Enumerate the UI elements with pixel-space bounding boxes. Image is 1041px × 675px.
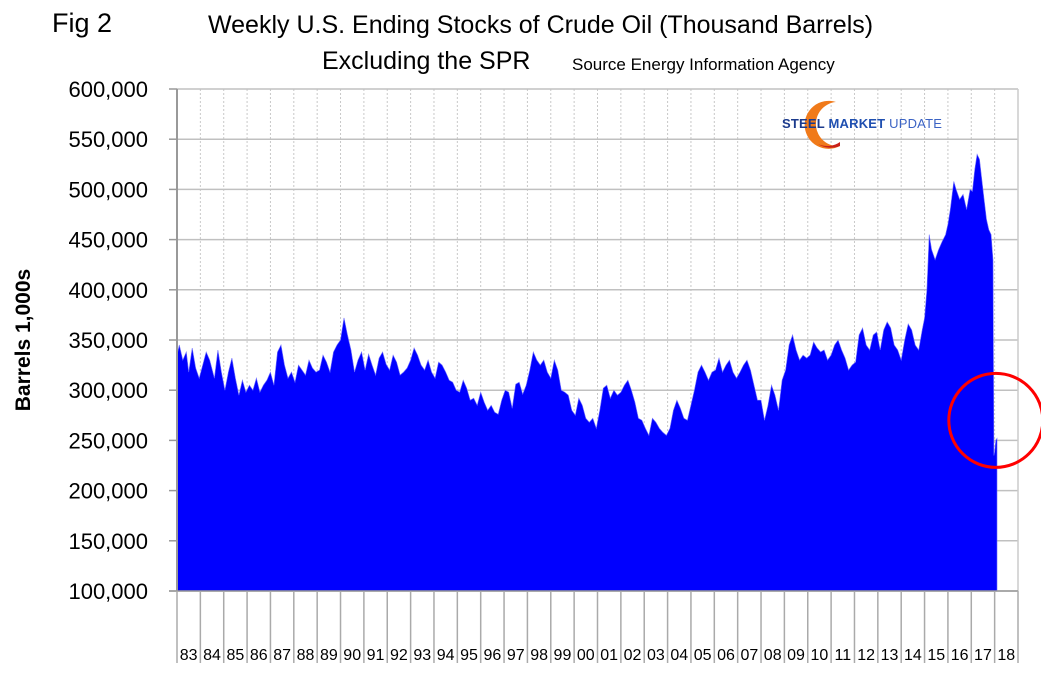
- y-tick-label: 200,000: [68, 479, 148, 504]
- x-tick-label: 10: [811, 647, 829, 664]
- x-tick-label: 17: [974, 647, 992, 664]
- x-tick-label: 87: [273, 647, 291, 664]
- x-tick-label: 01: [600, 647, 618, 664]
- x-tick-label: 07: [740, 647, 758, 664]
- y-tick-label: 300,000: [68, 378, 148, 403]
- x-tick-label: 93: [413, 647, 431, 664]
- x-tick-label: 84: [203, 647, 221, 664]
- x-tick-label: 03: [647, 647, 665, 664]
- x-ticks: 83 84 85 86 87 88 89 90 91 92 93 94 95 96 97 98 99 00 01 02…: [176, 591, 1019, 664]
- x-tick-label: 14: [904, 647, 922, 664]
- y-tick-label: 600,000: [68, 77, 148, 102]
- x-tick-label: 90: [343, 647, 361, 664]
- x-tick-label: 05: [694, 647, 712, 664]
- x-tick-label: 00: [577, 647, 595, 664]
- logo-word-market: MARKET: [828, 116, 886, 131]
- x-tick-label: 88: [297, 647, 315, 664]
- chart-source: Source Energy Information Agency: [572, 55, 835, 74]
- x-tick-label: 98: [530, 647, 548, 664]
- x-tick-label: 13: [881, 647, 899, 664]
- x-tick-label: 92: [390, 647, 408, 664]
- x-tick-label: 06: [717, 647, 735, 664]
- x-tick-label: 02: [624, 647, 642, 664]
- x-tick-label: 09: [787, 647, 805, 664]
- x-tick-label: 89: [320, 647, 338, 664]
- y-tick-label: 250,000: [68, 428, 148, 453]
- x-tick-label: 95: [460, 647, 478, 664]
- y-tick-label: 550,000: [68, 127, 148, 152]
- x-tick-label: 86: [250, 647, 268, 664]
- y-tick-label: 150,000: [68, 529, 148, 554]
- x-tick-label: 16: [951, 647, 969, 664]
- x-tick-label: 99: [554, 647, 572, 664]
- y-ticks: 100,000 150,000 200,000 250,000 300,000 350,0…: [68, 77, 177, 604]
- stocks-area: [176, 153, 998, 592]
- logo-text: STEEL MARKET UPDATE: [782, 116, 942, 131]
- x-tick-label: 11: [834, 647, 851, 664]
- y-tick-label: 350,000: [68, 328, 148, 353]
- y-tick-label: 100,000: [68, 579, 148, 604]
- x-tick-label: 97: [507, 647, 525, 664]
- logo-word-steel: STEEL: [782, 116, 825, 131]
- x-tick-label: 85: [227, 647, 245, 664]
- x-tick-label: 96: [483, 647, 501, 664]
- steel-market-update-logo: STEEL MARKET UPDATE: [778, 98, 948, 150]
- y-tick-label: 500,000: [68, 177, 148, 202]
- x-tick-label: 04: [670, 647, 688, 664]
- y-tick-label: 450,000: [68, 228, 148, 253]
- chart-title: Weekly U.S. Ending Stocks of Crude Oil (…: [208, 11, 874, 39]
- logo-swoosh-icon: [804, 100, 840, 149]
- chart-subtitle: Excluding the SPR: [322, 47, 531, 75]
- logo-word-update: UPDATE: [889, 116, 943, 131]
- x-tick-label: 18: [997, 647, 1015, 664]
- x-tick-label: 94: [437, 647, 455, 664]
- x-tick-label: 15: [927, 647, 945, 664]
- x-tick-label: 12: [857, 647, 875, 664]
- figure-label: Fig 2: [52, 8, 113, 38]
- x-tick-label: 91: [367, 647, 385, 664]
- x-tick-label: 08: [764, 647, 782, 664]
- x-tick-label: 83: [180, 647, 198, 664]
- annotation-circle: [947, 371, 1041, 469]
- y-tick-label: 400,000: [68, 278, 148, 303]
